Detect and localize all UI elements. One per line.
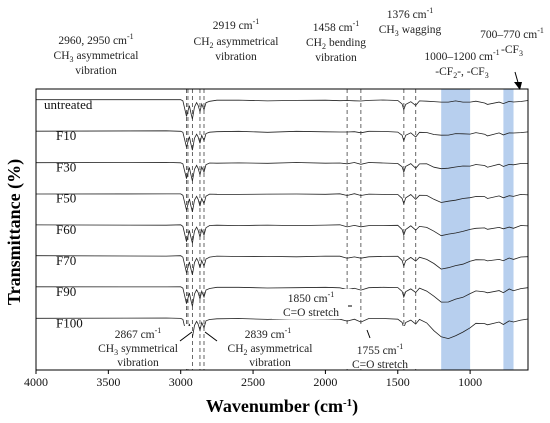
svg-text:vibration: vibration [315,52,357,64]
spectra-traces [35,99,529,340]
x-tick-label-2000: 2000 [313,375,337,389]
svg-text:1755 cm-1: 1755 cm-1 [357,342,404,357]
shaded-region-1200-1000 [441,89,471,370]
trace-F30 [35,161,528,182]
series-label-F50: F50 [56,191,76,206]
svg-text:2839 cm-1: 2839 cm-1 [245,326,292,341]
annotation-2960-2950: 2960, 2950 cm-1 CH3 asymmetrical vibratio… [54,32,139,77]
trace-F10 [35,130,529,151]
x-tick-label-2500: 2500 [241,375,265,389]
svg-text:vibration: vibration [215,51,257,63]
annotation-1000-1200: 1000–1200 cm-1 -CF2-, -CF3 [424,48,499,80]
leader-2839 [204,331,218,342]
svg-text:1850 cm-1: 1850 cm-1 [288,290,335,305]
series-label-F70: F70 [56,253,76,268]
annotation-700-770: 700–770 cm-1 -CF3 [480,26,544,58]
svg-text:1458 cm-1: 1458 cm-1 [313,19,360,34]
series-label-F100: F100 [56,315,83,330]
leader-2867 [179,331,193,342]
trace-F90 [35,286,529,307]
annotation-1850: 1850 cm-1 C=O stretch [272,289,352,319]
shaded-regions [441,89,514,370]
series-label-F90: F90 [56,284,76,299]
trace-F60 [35,224,529,244]
svg-text:-CF2-, -CF3: -CF2-, -CF3 [435,66,488,80]
x-tick-label-1000: 1000 [458,375,482,389]
svg-text:C=O stretch: C=O stretch [352,359,408,371]
x-tick-label-1500: 1500 [386,375,410,389]
trace-F50 [35,193,529,212]
annotation-2839: 2839 cm-1 CH2 asymmetrical vibration [215,326,327,369]
svg-text:C=O stretch: C=O stretch [283,307,339,319]
y-axis-title: Transmittance (%) [4,159,25,305]
series-label-F60: F60 [56,222,76,237]
series-labels: untreated F10 F30 F50 F60 F70 F90 F100 [44,97,93,330]
plot-frame [35,88,529,371]
svg-text:2867 cm-1: 2867 cm-1 [115,326,162,341]
svg-text:2960, 2950 cm-1: 2960, 2950 cm-1 [58,32,133,47]
svg-text:vibration: vibration [117,357,159,369]
trace-F70 [35,255,529,275]
annotation-leaders [179,71,522,342]
series-label-F10: F10 [56,128,76,143]
annotation-2867: 2867 cm-1 CH3 symmetrical vibration [84,326,192,369]
annotation-2919: 2919 cm-1 CH2 asymmetrical vibration [194,17,279,63]
trace-untreated [36,99,529,120]
trace-F100 [35,317,529,340]
arrowhead-icon [514,82,522,90]
svg-text:-CF3: -CF3 [501,44,523,58]
annotation-1458: 1458 cm-1 CH2 bending vibration [306,19,366,64]
annotation-1755: 1755 cm-1 C=O stretch [340,326,422,371]
svg-text:vibration: vibration [75,65,117,77]
x-axis-ticks: 4000 3500 3000 2500 2000 1500 1000 [24,370,482,389]
svg-text:1376 cm-1: 1376 cm-1 [387,6,434,21]
shaded-region-770-700 [503,89,514,370]
x-axis-title: Wavenumber (cm-1) [206,396,358,417]
x-tick-label-3500: 3500 [96,375,120,389]
dashed-markers [186,89,417,370]
svg-text:vibration: vibration [249,357,291,369]
leader-1755 [366,329,371,339]
x-tick-label-3000: 3000 [169,375,193,389]
series-label-F30: F30 [56,159,76,174]
x-tick-label-4000: 4000 [24,375,48,389]
svg-text:1000–1200 cm-1: 1000–1200 cm-1 [424,48,499,63]
annotation-1376: 1376 cm-1 CH3 wagging [379,6,442,38]
svg-text:2919 cm-1: 2919 cm-1 [213,17,260,32]
series-label-untreated: untreated [44,97,93,112]
svg-text:700–770 cm-1: 700–770 cm-1 [480,26,544,41]
